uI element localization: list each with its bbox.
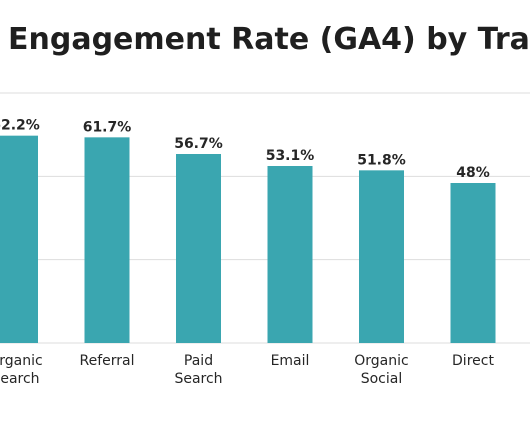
value-label-2: 56.7%: [174, 136, 223, 152]
bar-0: [0, 135, 38, 343]
chart-title: Engagement Rate (GA4) by Traffi: [8, 22, 530, 57]
bar-1: [84, 137, 130, 343]
category-label-0-0: Organic: [0, 353, 43, 369]
value-label-5: 48%: [456, 165, 490, 181]
category-label-4-1: Social: [361, 371, 403, 387]
bar-5: [450, 183, 496, 343]
bars: [0, 135, 496, 343]
value-labels: 62.2% 61.7% 56.7% 53.1% 51.8% 48%: [0, 118, 490, 181]
bar-2: [176, 154, 221, 343]
category-label-2-0: Paid: [184, 353, 213, 369]
bar-3: [267, 166, 313, 343]
bar-4: [359, 170, 404, 343]
category-label-2-1: Search: [174, 371, 222, 387]
category-label-3-0: Email: [271, 353, 310, 369]
category-label-4-0: Organic: [354, 353, 408, 369]
value-label-0: 62.2%: [0, 118, 40, 134]
category-labels: Organic Search Referral Paid Search Email Orga…: [0, 353, 494, 387]
value-label-1: 61.7%: [83, 119, 132, 135]
category-label-5-0: Direct: [452, 353, 494, 369]
value-label-3: 53.1%: [266, 148, 315, 164]
value-label-4: 51.8%: [357, 152, 406, 168]
category-label-1-0: Referral: [80, 353, 135, 369]
category-label-0-1: Search: [0, 371, 40, 387]
